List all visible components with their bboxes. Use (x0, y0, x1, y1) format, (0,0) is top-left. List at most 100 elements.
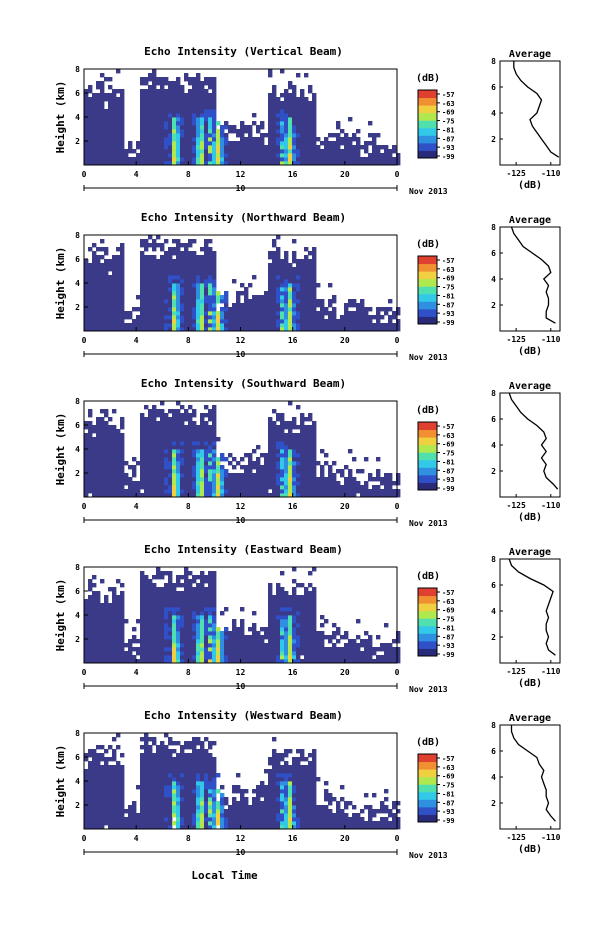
heatmap-cell (276, 235, 281, 240)
heatmap-cell (144, 797, 149, 802)
heatmap-cell (96, 465, 101, 470)
heatmap-cell (228, 153, 233, 158)
heatmap-cell (108, 125, 113, 130)
heatmap-cell (208, 575, 213, 580)
heatmap-cell (88, 121, 93, 126)
heatmap-cell (188, 263, 193, 268)
heatmap-cell (144, 737, 149, 742)
colorbar-tick-label: -93 (442, 476, 455, 484)
heatmap-cell (232, 311, 237, 316)
heatmap-cell (368, 141, 373, 146)
heatmap-cell (144, 307, 149, 312)
heatmap-cell (132, 805, 137, 810)
heatmap-cell (212, 587, 217, 592)
heatmap-cell (232, 279, 237, 284)
heatmap-cell (212, 457, 217, 462)
heatmap-cell (96, 129, 101, 134)
heatmap-cell (328, 651, 333, 656)
heatmap-cell (160, 291, 165, 296)
heatmap-cell (320, 141, 325, 146)
heatmap-cell (172, 643, 177, 648)
heatmap-cell (360, 489, 365, 494)
heatmap-cell (316, 489, 321, 494)
heatmap-cell (160, 311, 165, 316)
heatmap-cell (288, 651, 293, 656)
heatmap-cell (152, 643, 157, 648)
heatmap-cell (160, 105, 165, 110)
heatmap-cell (192, 319, 197, 324)
heatmap-cell (236, 319, 241, 324)
heatmap-cell (84, 619, 89, 624)
heatmap-cell (188, 651, 193, 656)
heatmap-cell (312, 461, 317, 466)
heatmap-cell (308, 271, 313, 276)
heatmap-cell (160, 263, 165, 268)
heatmap-cell (200, 465, 205, 470)
heatmap-cell (88, 825, 93, 830)
heatmap-cell (272, 93, 277, 98)
heatmap-cell (148, 821, 153, 826)
heatmap-cell (160, 315, 165, 320)
heatmap-cell (204, 619, 209, 624)
heatmap-cell (112, 109, 117, 114)
y-axis-label: Height (km) (54, 81, 67, 154)
heatmap-cell (208, 441, 213, 446)
heatmap-cell (204, 493, 209, 498)
heatmap-cell (184, 627, 189, 632)
avg-y-tick-label: 2 (491, 135, 496, 144)
heatmap-cell (312, 639, 317, 644)
heatmap-cell (116, 129, 121, 134)
heatmap-cell (96, 745, 101, 750)
heatmap-cell (128, 315, 133, 320)
heatmap-cell (312, 157, 317, 162)
heatmap-cell (244, 647, 249, 652)
heatmap-cell (92, 279, 97, 284)
heatmap-cell (344, 149, 349, 154)
heatmap-cell (100, 647, 105, 652)
heatmap-cell (340, 327, 345, 332)
heatmap-cell (368, 323, 373, 328)
heatmap-cell (104, 259, 109, 264)
heatmap-cell (144, 81, 149, 86)
heatmap-cell (364, 631, 369, 636)
heatmap-cell (200, 429, 205, 434)
heatmap-cell (212, 433, 217, 438)
heatmap-cell (240, 327, 245, 332)
heatmap-cell (280, 101, 285, 106)
heatmap-cell (124, 461, 129, 466)
heatmap-cell (176, 287, 181, 292)
heatmap-cell (156, 805, 161, 810)
heatmap-cell (84, 275, 89, 280)
heatmap-cell (196, 643, 201, 648)
heatmap-cell (240, 145, 245, 150)
heatmap-cell (152, 623, 157, 628)
heatmap-cell (244, 651, 249, 656)
heatmap-cell (252, 275, 257, 280)
heatmap-cell (268, 73, 273, 78)
heatmap-cell (248, 319, 253, 324)
heatmap-cell (236, 133, 241, 138)
heatmap-cell (268, 267, 273, 272)
heatmap-cell (112, 635, 117, 640)
heatmap-cell (96, 461, 101, 466)
heatmap-cell (376, 307, 381, 312)
heatmap-cell (140, 611, 145, 616)
heatmap-cell (328, 315, 333, 320)
heatmap-cell (300, 469, 305, 474)
heatmap-cell (280, 421, 285, 426)
heatmap-cell (348, 647, 353, 652)
heatmap-cell (196, 279, 201, 284)
heatmap-cell (240, 457, 245, 462)
heatmap-cell (284, 113, 289, 118)
heatmap-cell (120, 437, 125, 442)
heatmap-cell (248, 137, 253, 142)
heatmap-cell (96, 125, 101, 130)
heatmap-cell (208, 323, 213, 328)
heatmap-cell (208, 85, 213, 90)
heatmap-cell (320, 655, 325, 660)
heatmap-cell (392, 161, 397, 166)
heatmap-cell (324, 161, 329, 166)
heatmap-cell (304, 271, 309, 276)
heatmap-cell (176, 161, 181, 166)
heatmap-cell (240, 647, 245, 652)
